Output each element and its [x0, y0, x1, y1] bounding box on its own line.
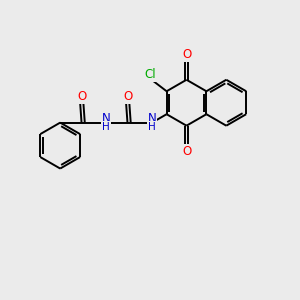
Text: O: O: [182, 145, 191, 158]
Text: H: H: [102, 122, 110, 132]
Text: N: N: [148, 112, 156, 125]
Text: O: O: [182, 48, 191, 61]
Text: H: H: [148, 122, 156, 132]
Text: Cl: Cl: [144, 68, 156, 81]
Text: O: O: [123, 90, 132, 103]
Text: O: O: [77, 90, 86, 103]
Text: N: N: [102, 112, 110, 125]
